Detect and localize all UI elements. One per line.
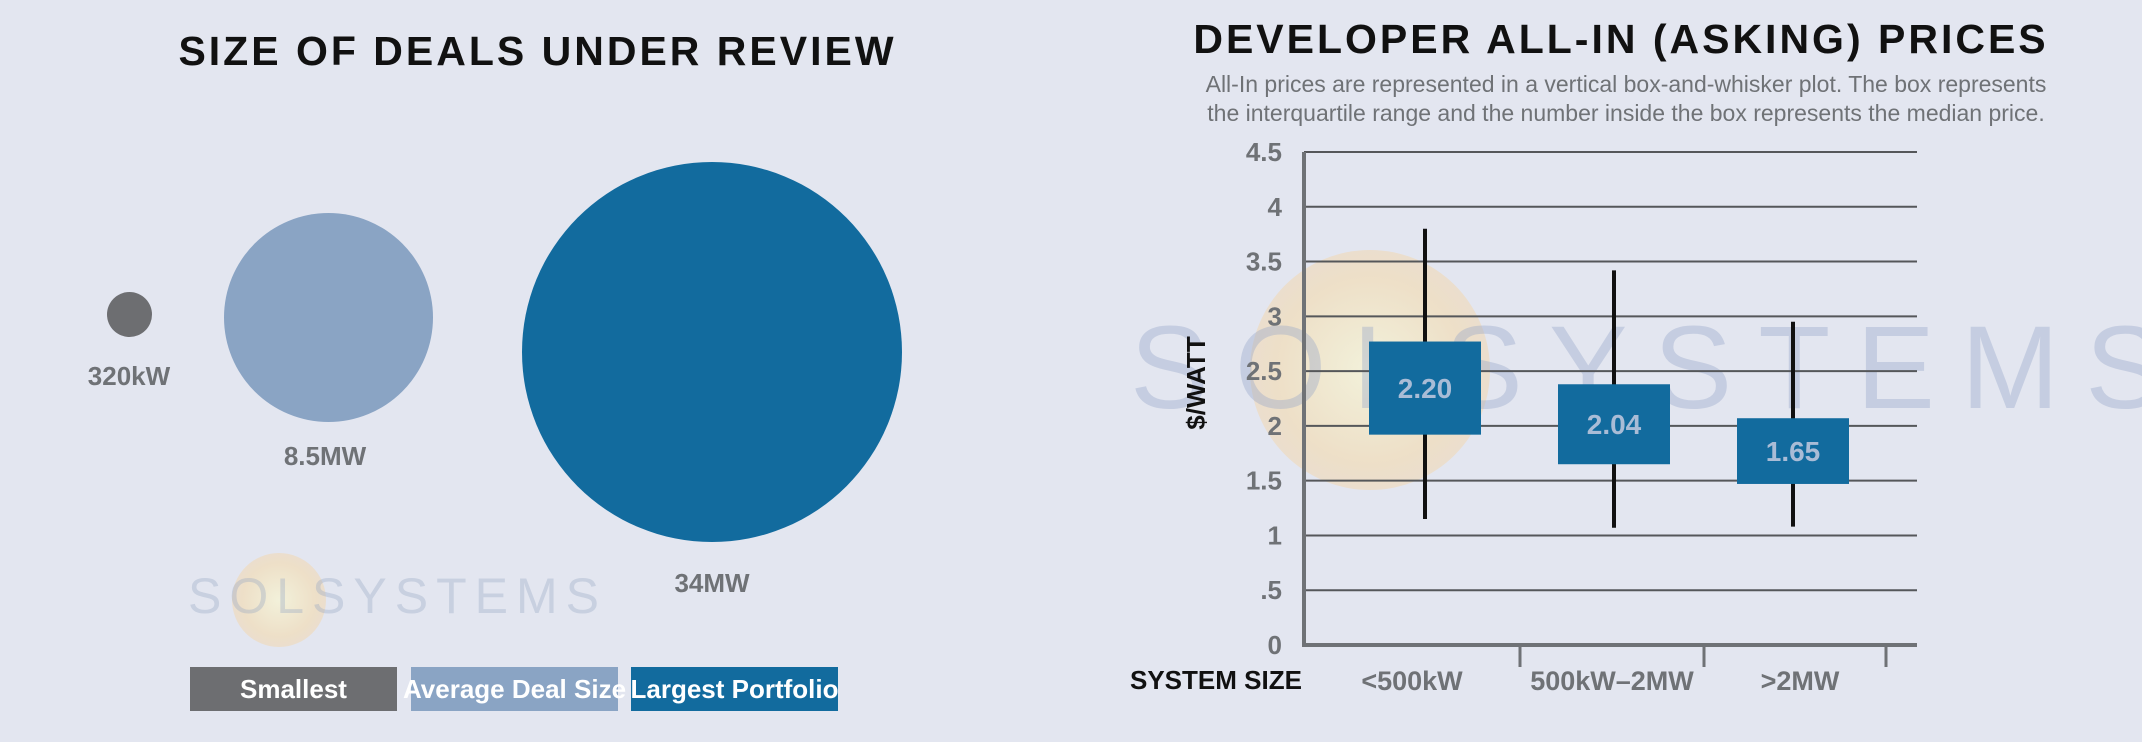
y-tick-label: .5	[1260, 575, 1282, 605]
y-tick-label: 4	[1268, 192, 1283, 222]
y-tick-label: 1	[1268, 520, 1282, 550]
x-tick-label: 500kW–2MW	[1530, 666, 1694, 696]
watermark-text: SOLSYSTEMS	[188, 568, 607, 624]
iqr-box	[1558, 384, 1670, 465]
legend-item-largest: Largest Portfolio	[631, 667, 839, 711]
bubble-label-smallest: 320kW	[87, 361, 171, 391]
x-tick-label: <500kW	[1361, 666, 1463, 696]
median-label: 1.65	[1766, 436, 1821, 467]
bubble-label-average: 8.5MW	[283, 441, 367, 471]
median-label: 2.04	[1587, 409, 1642, 440]
y-axis-title: $/WATT	[1181, 336, 1211, 430]
bubble-largest	[522, 162, 902, 542]
left-chart-title: SIZE OF DEALS UNDER REVIEW	[178, 28, 897, 74]
y-tick-label: 3.5	[1246, 247, 1282, 277]
y-tick-label: 1.5	[1246, 466, 1282, 496]
median-label: 2.20	[1398, 373, 1453, 404]
bubble-smallest	[107, 292, 152, 337]
y-tick-label: 0	[1268, 630, 1282, 660]
x-tick-label: >2MW	[1761, 666, 1840, 696]
iqr-box	[1737, 418, 1849, 484]
bubble-average	[224, 213, 433, 422]
iqr-box	[1369, 341, 1481, 435]
y-tick-label: 2.5	[1246, 356, 1282, 386]
chart-subtitle: All-In prices are represented in a verti…	[1110, 70, 2142, 128]
right-chart-title: DEVELOPER ALL-IN (ASKING) PRICES	[1193, 16, 2049, 62]
subtitle-line-2: the interquartile range and the number i…	[1207, 100, 2045, 126]
sun-logo-icon	[232, 553, 326, 647]
x-axis-title: SYSTEM SIZE	[1130, 665, 1302, 695]
y-tick-label: 4.5	[1246, 137, 1282, 167]
y-tick-label: 2	[1268, 411, 1282, 441]
bubble-label-largest: 34MW	[674, 568, 750, 598]
subtitle-line-1: All-In prices are represented in a verti…	[1205, 71, 2047, 97]
legend-item-average: Average Deal Size	[403, 667, 626, 711]
legend-item-smallest: Smallest	[190, 667, 397, 711]
y-tick-label: 3	[1268, 301, 1282, 331]
